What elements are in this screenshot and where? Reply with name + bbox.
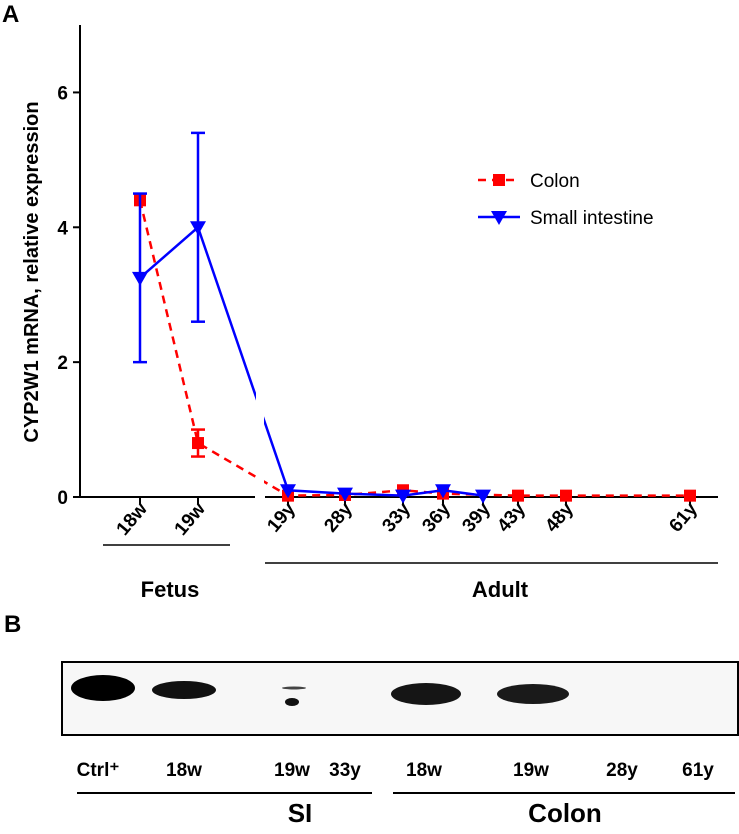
marker: [493, 174, 505, 186]
group-label: Adult: [472, 577, 529, 602]
group-label: Colon: [528, 798, 602, 828]
marker: [395, 489, 411, 504]
y-tick-label: 0: [57, 488, 68, 509]
blot-image: [61, 661, 739, 736]
marker: [192, 437, 204, 450]
lane-label: 19w: [513, 760, 549, 781]
legend-label: Colon: [530, 171, 580, 192]
marker: [491, 211, 507, 225]
marker: [280, 484, 296, 499]
x-tick-label: 28y: [320, 498, 357, 536]
x-tick-label: 33y: [378, 498, 415, 536]
x-tick-label: 19w: [171, 499, 210, 540]
marker: [190, 221, 206, 236]
marker: [560, 489, 572, 502]
lane-label: 19w: [274, 760, 310, 781]
x-tick-label: 39y: [458, 498, 495, 536]
lane-label: 18w: [166, 760, 202, 781]
lane-label: 61y: [682, 760, 714, 781]
y-tick-label: 4: [57, 218, 68, 239]
legend-label: Small intestine: [530, 208, 654, 229]
y-axis-label: CYP2W1 mRNA, relative expression: [21, 101, 43, 442]
panel-label: A: [2, 1, 19, 28]
lane-label: 33y: [329, 760, 361, 781]
x-tick-label: 19y: [263, 498, 300, 536]
marker: [512, 489, 524, 502]
x-tick-label: 18w: [113, 499, 152, 540]
y-tick-label: 2: [57, 353, 68, 374]
group-label: Fetus: [141, 577, 200, 602]
marker: [684, 489, 696, 502]
marker: [337, 487, 353, 502]
axis-break: [256, 300, 264, 500]
marker: [475, 489, 491, 504]
lane-label: Ctrl⁺: [77, 760, 120, 781]
x-tick-label: 36y: [418, 498, 455, 536]
lane-label: 28y: [606, 760, 638, 781]
marker: [435, 484, 451, 499]
group-label: SI: [288, 798, 313, 828]
marker: [132, 271, 148, 286]
x-tick-label: 61y: [665, 498, 702, 536]
lane-label: 18w: [406, 760, 442, 781]
x-tick-label: 48y: [541, 498, 578, 536]
x-tick-label: 43y: [493, 498, 530, 536]
series-line: [138, 200, 690, 497]
y-tick-label: 6: [57, 83, 68, 104]
panel-label: B: [4, 611, 21, 638]
